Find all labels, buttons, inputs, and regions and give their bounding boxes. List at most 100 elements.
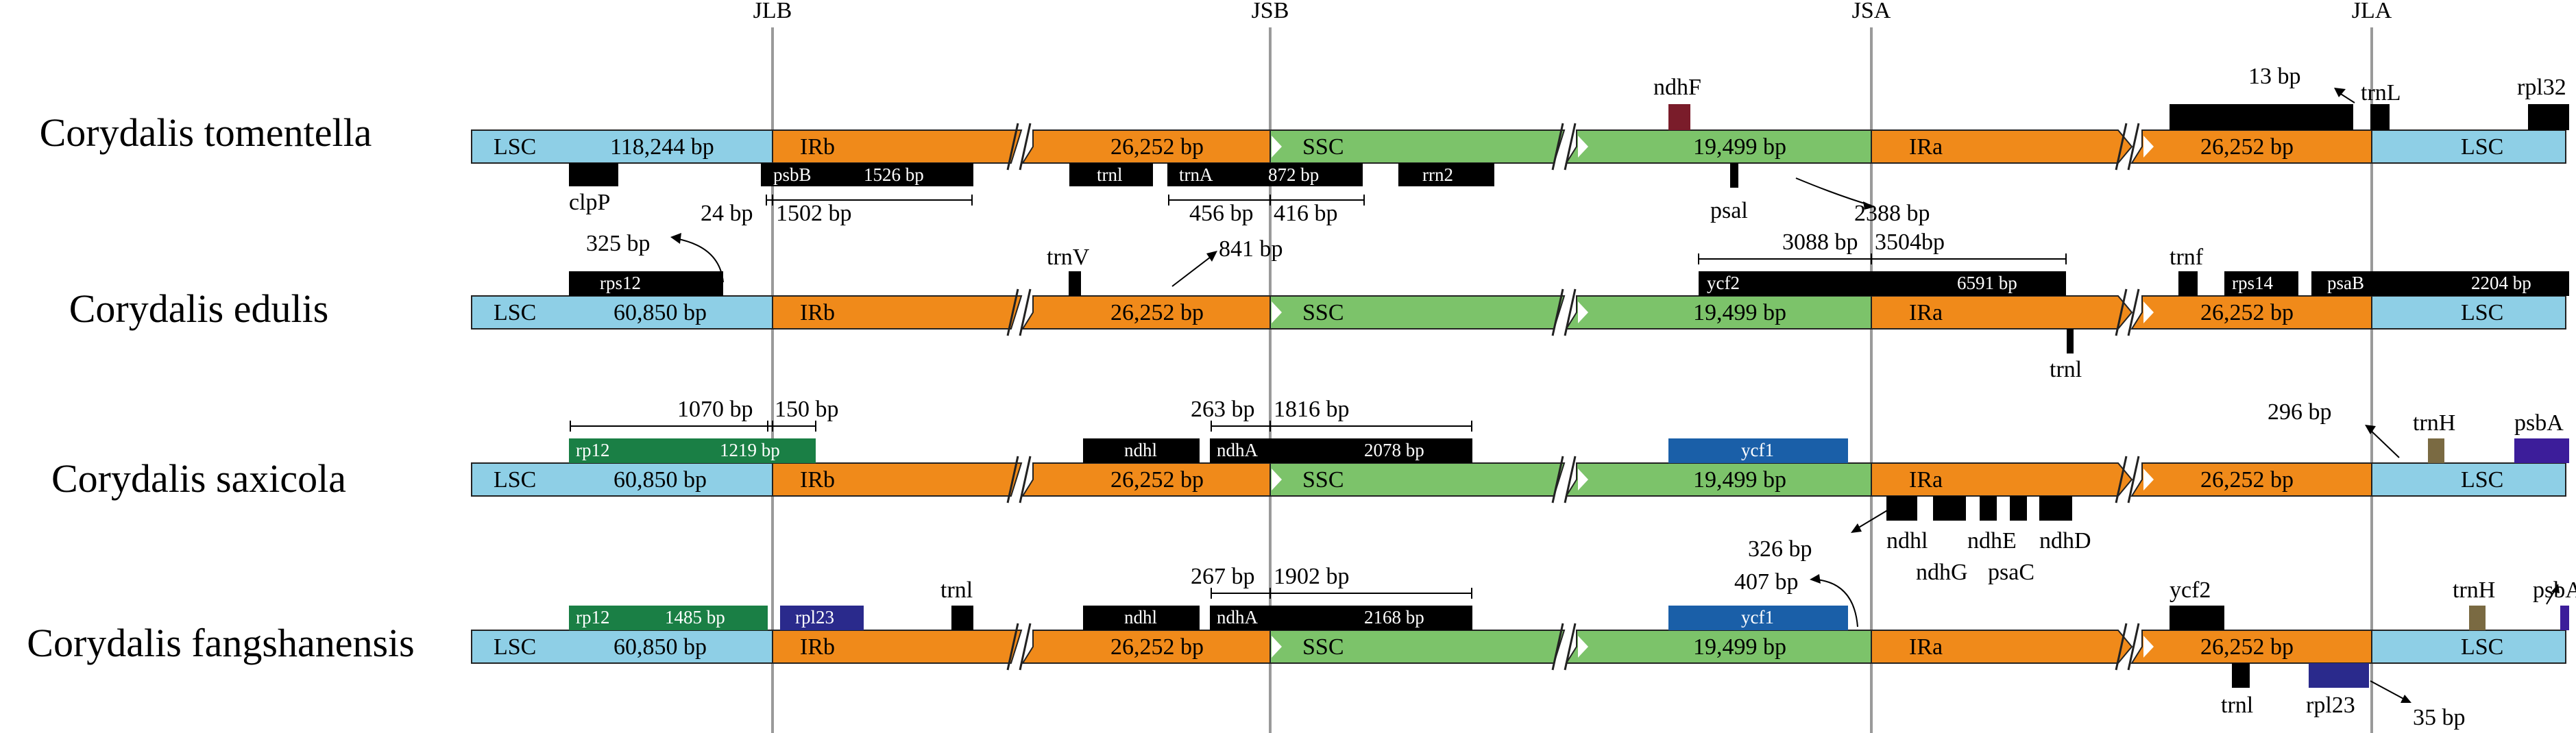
gene-rpl23-ira	[2309, 663, 2369, 688]
measure-labels: 24 bp 1502 bp 456 bp 416 bp 2388 bp	[701, 201, 1930, 226]
gene-labels: trnV trnl trnf	[1047, 245, 2204, 382]
gene-ycf2	[1699, 271, 2066, 296]
gene-label: rps14	[2232, 273, 2273, 293]
gene-label: trnl	[1097, 164, 1123, 185]
gene-trnl	[1069, 163, 1153, 186]
segment-ira: IRa	[1909, 634, 1943, 660]
measure-3088bp: 3088 bp	[1782, 229, 1858, 255]
segment-ira-size: 26,252 bp	[2200, 634, 2294, 660]
gene-ndhG	[1933, 496, 1966, 521]
segment-lsc-size: 118,244 bp	[610, 134, 714, 160]
gene-labels: trnl ycf2 trnH psbA trnl rpl23	[940, 577, 2576, 718]
gene-trnH	[2428, 438, 2444, 463]
gene-trnl	[951, 606, 973, 630]
label-psbA: psbA	[2514, 410, 2564, 436]
segment-irb: IRb	[800, 300, 835, 325]
segment-ssc-size: 19,499 bp	[1693, 467, 1786, 493]
measure-326bp: 326 bp	[1748, 536, 1812, 562]
genes: rps12 ycf2 6591 bp rps14 psaB 2204 bp	[569, 271, 2569, 353]
label-ndhl: ndhl	[1886, 528, 1928, 554]
region-lsc-right	[2371, 129, 2566, 164]
genes: rp12 1219 bp ndhl ndhA 2078 bp ycf1	[569, 438, 2569, 521]
label-ycf2: ycf2	[2170, 577, 2211, 603]
segment-lsc-size: 60,850 bp	[613, 300, 707, 325]
junction-label-jsa: JSA	[1852, 0, 1891, 23]
gene-psbA	[2560, 606, 2569, 630]
gene-rrn2	[1398, 163, 1494, 186]
measure-150bp: 150 bp	[775, 397, 839, 422]
segment-labels: LSC 60,850 bp IRb 26,252 bp SSC 19,499 b…	[494, 300, 2503, 325]
genome-bar	[471, 630, 2566, 664]
segment-ssc: SSC	[1302, 467, 1344, 493]
gene-labels: clpP ndhF psal 13 bp trnL rpl32	[569, 64, 2566, 223]
segment-lsc-end: LSC	[2461, 300, 2503, 325]
gene-label: rps12	[600, 273, 641, 293]
arrow-white-ir	[1578, 136, 1588, 158]
label-trnl: trnl	[940, 577, 973, 603]
gene-label: rp12	[576, 607, 610, 628]
species-name: Corydalis fangshanensis	[27, 621, 414, 665]
gene-ycf-top	[2170, 104, 2353, 130]
species-row-edulis: Corydalis edulis LSC 60,850 bp IRb 26,25…	[69, 229, 2569, 382]
gene-ndhA	[1210, 438, 1472, 463]
measure-3504bp: 3504bp	[1875, 229, 1945, 255]
species-name: Corydalis tomentella	[40, 110, 372, 155]
gene-label: rp12	[576, 440, 610, 460]
segment-irb: IRb	[800, 634, 835, 660]
segment-irb: IRb	[800, 467, 835, 493]
arrow-white-ssc	[1272, 136, 1282, 158]
measure-263bp: 263 bp	[1191, 397, 1255, 422]
segment-ssc-size: 19,499 bp	[1693, 300, 1786, 325]
measure-416bp: 416 bp	[1274, 201, 1338, 226]
gene-label: trnA	[1179, 164, 1213, 185]
measure-1070bp: 1070 bp	[677, 397, 753, 422]
segment-lsc: LSC	[494, 634, 536, 660]
segment-lsc-end: LSC	[2461, 467, 2503, 493]
measurements	[570, 421, 2400, 531]
gene-ndhD	[2039, 496, 2072, 521]
measure-407bp: 407 bp	[1734, 569, 1799, 595]
gene-size: 872 bp	[1268, 164, 1319, 185]
label-ndhE: ndhE	[1967, 528, 2017, 554]
break-marks	[1006, 623, 2140, 671]
measure-841bp: 841 bp	[1219, 236, 1283, 262]
label-ndhD: ndhD	[2039, 528, 2091, 554]
gene-clpP	[569, 163, 618, 186]
break-marks	[1006, 456, 2140, 504]
gene-rp12	[569, 438, 816, 463]
segment-ssc: SSC	[1302, 634, 1344, 660]
species-row-fangshanensis: Corydalis fangshanensis LSC 60,850 bp IR…	[27, 564, 2576, 730]
gene-label: ndhl	[1124, 440, 1157, 460]
segment-ssc: SSC	[1302, 300, 1344, 325]
gene-rpl32	[2528, 104, 2569, 130]
segment-ssc-size: 19,499 bp	[1693, 634, 1786, 660]
gene-psbA	[2514, 438, 2569, 463]
gene-trnV	[1069, 271, 1081, 296]
label-clpP: clpP	[569, 190, 610, 215]
gene-size: 6591 bp	[1957, 273, 2017, 293]
segment-lsc: LSC	[494, 134, 536, 160]
gene-ndhE	[1980, 496, 1997, 521]
junction-label-jsb: JSB	[1252, 0, 1289, 23]
gene-rpl23	[780, 606, 864, 630]
segment-lsc-size: 60,850 bp	[613, 634, 707, 660]
segment-irb-size: 26,252 bp	[1110, 634, 1204, 660]
region-irb	[772, 129, 1023, 164]
gene-trnL	[2370, 104, 2390, 130]
gene-psaB	[2311, 271, 2569, 296]
measure-labels: 267 bp 1902 bp 407 bp 35 bp	[1191, 564, 2466, 730]
measure-labels: 1070 bp 150 bp 263 bp 1816 bp 296 bp 326…	[677, 397, 2332, 562]
measure-1502bp: 1502 bp	[776, 201, 852, 226]
gene-ndhA	[1210, 606, 1472, 630]
gene-size: 2168 bp	[1364, 607, 1424, 628]
segment-labels: LSC 60,850 bp IRb 26,252 bp SSC 19,499 b…	[494, 634, 2503, 660]
break-marks	[1006, 288, 2140, 336]
gene-rps12	[569, 271, 723, 296]
gene-label: ndhl	[1124, 607, 1157, 628]
species-row-saxicola: Corydalis saxicola LSC 60,850 bp IRb 26,…	[51, 397, 2569, 585]
gene-label: rrn2	[1422, 164, 1453, 185]
label-psal: psal	[1710, 198, 1748, 223]
gene-trnf	[2178, 271, 2198, 296]
gene-ndhl	[1083, 606, 1200, 630]
segment-ira: IRa	[1909, 134, 1943, 160]
